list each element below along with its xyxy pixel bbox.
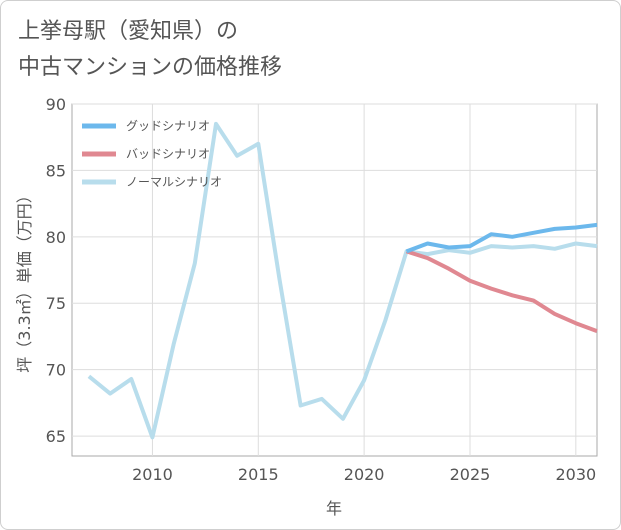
legend-label-good: グッドシナリオ (126, 119, 210, 133)
y-tick-label: 80 (46, 228, 66, 247)
y-tick-label: 65 (46, 427, 66, 446)
x-tick-label: 2025 (450, 465, 491, 484)
chart-title: 上挙母駅（愛知県）の 中古マンションの価格推移 (18, 14, 282, 86)
series-lines (87, 121, 598, 440)
y-axis-label: 坪（3.3㎡）単価（万円） (15, 187, 34, 372)
series-line-good (405, 222, 598, 254)
grid (72, 103, 597, 456)
series-line-bad (405, 249, 598, 333)
y-tick-label: 85 (46, 161, 66, 180)
x-tick-label: 2010 (132, 465, 173, 484)
y-tick-label: 90 (46, 95, 66, 114)
y-tick-label: 75 (46, 294, 66, 313)
x-tick-label: 2015 (238, 465, 279, 484)
x-axis-label: 年 (326, 499, 342, 518)
axis-ticks: 65 70 75 80 85 90 2010 2015 2020 2025 2030 (46, 95, 597, 484)
x-tick-label: 2030 (555, 465, 596, 484)
series-line-normal (87, 121, 598, 440)
legend-label-bad: バッドシナリオ (126, 147, 210, 161)
y-tick-label: 70 (46, 361, 66, 380)
legend-label-normal: ノーマルシナリオ (126, 175, 222, 189)
chart-title-line-2: 中古マンションの価格推移 (18, 55, 283, 80)
chart-title-line-1: 上挙母駅（愛知県）の (18, 19, 239, 44)
x-tick-label: 2020 (344, 465, 385, 484)
